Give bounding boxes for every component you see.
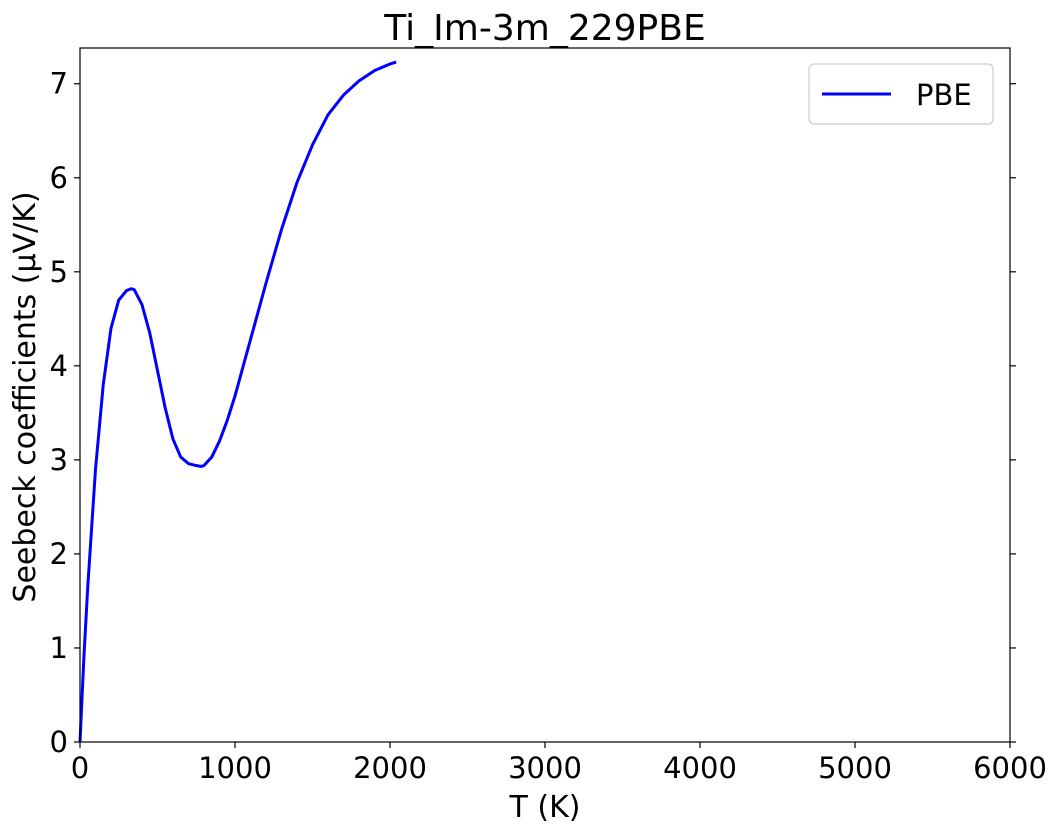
x-tick-label: 6000 bbox=[973, 751, 1047, 785]
x-tick-label: 5000 bbox=[818, 751, 892, 785]
chart-title: Ti_Im-3m_229PBE bbox=[383, 8, 705, 49]
x-tick-label: 3000 bbox=[508, 751, 582, 785]
y-tick-label: 6 bbox=[50, 161, 68, 195]
y-tick-label: 4 bbox=[50, 349, 68, 383]
y-tick-label: 3 bbox=[50, 443, 68, 477]
legend: PBE bbox=[808, 63, 994, 125]
y-tick-label: 1 bbox=[50, 631, 68, 665]
legend-box bbox=[808, 63, 994, 125]
y-tick-label: 0 bbox=[50, 725, 68, 759]
x-axis-label: T (K) bbox=[509, 790, 581, 825]
x-tick-label: 4000 bbox=[663, 751, 737, 785]
legend-label-pbe: PBE bbox=[916, 78, 972, 112]
axes-frame bbox=[79, 47, 1011, 743]
x-tick-label: 1000 bbox=[198, 751, 272, 785]
x-tick-label: 2000 bbox=[353, 751, 427, 785]
y-axis-label: Seebeck coefficients (μV/K) bbox=[8, 191, 43, 602]
y-tick-label: 5 bbox=[50, 255, 68, 289]
y-tick-label: 7 bbox=[50, 67, 68, 101]
series-line-pbe bbox=[78, 60, 397, 743]
x-tick-label: 0 bbox=[71, 751, 89, 785]
y-tick-label: 2 bbox=[50, 537, 68, 571]
plot-area: 0 1000 2000 3000 4000 5000 6000 0 1 2 3 4 5 6 7 bbox=[50, 47, 1047, 785]
